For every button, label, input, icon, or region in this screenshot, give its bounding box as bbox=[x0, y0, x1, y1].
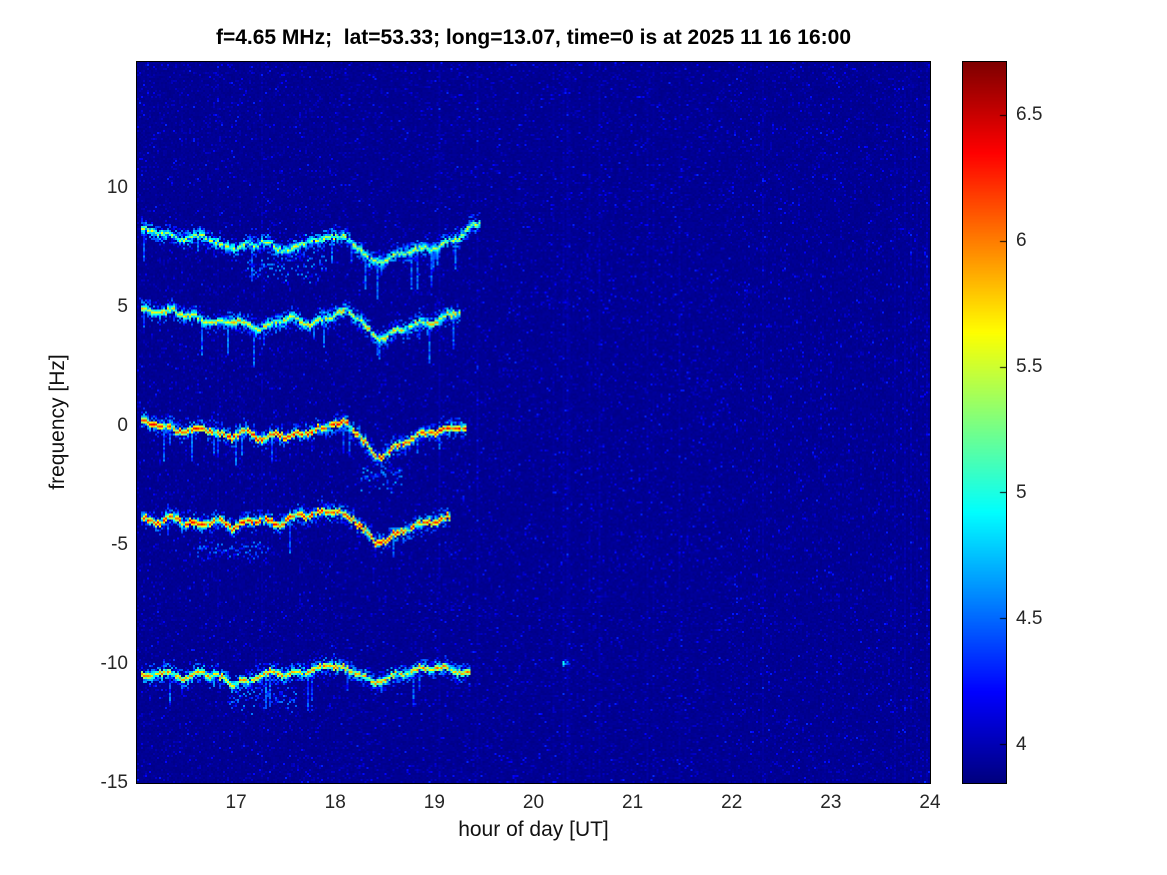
colorbar-canvas bbox=[963, 62, 1006, 783]
colorbar-tick-label: 4 bbox=[1016, 734, 1027, 756]
plot-title: f=4.65 MHz; lat=53.33; long=13.07, time=… bbox=[215, 26, 852, 49]
x-tick-label: 23 bbox=[820, 792, 842, 813]
colorbar-tick-label: 4.5 bbox=[1016, 608, 1043, 630]
y-tick-label: 0 bbox=[117, 415, 128, 437]
y-tick-label: -5 bbox=[111, 534, 128, 556]
colorbar-tick-label: 6.5 bbox=[1016, 103, 1043, 125]
x-tick-label: 21 bbox=[622, 792, 644, 813]
spectrogram-canvas bbox=[137, 62, 930, 783]
x-tick-label: 17 bbox=[225, 792, 247, 813]
y-tick-label: -10 bbox=[100, 653, 128, 675]
y-tick-label: -15 bbox=[100, 772, 128, 793]
colorbar-tick-label: 6 bbox=[1016, 229, 1027, 251]
x-axis-label: hour of day [UT] bbox=[458, 818, 609, 841]
colorbar bbox=[962, 61, 1007, 784]
x-tick-label: 20 bbox=[522, 792, 545, 813]
colorbar-tick-label: 5 bbox=[1016, 482, 1027, 504]
x-tick-label: 24 bbox=[919, 792, 941, 813]
x-tick-label: 18 bbox=[324, 792, 346, 813]
x-tick-label: 22 bbox=[721, 792, 743, 813]
y-tick-label: 10 bbox=[106, 177, 128, 199]
y-tick-label: 5 bbox=[117, 296, 128, 318]
x-tick-label: 19 bbox=[423, 792, 445, 813]
colorbar-tick-label: 5.5 bbox=[1016, 356, 1043, 378]
plot-area bbox=[136, 61, 931, 784]
